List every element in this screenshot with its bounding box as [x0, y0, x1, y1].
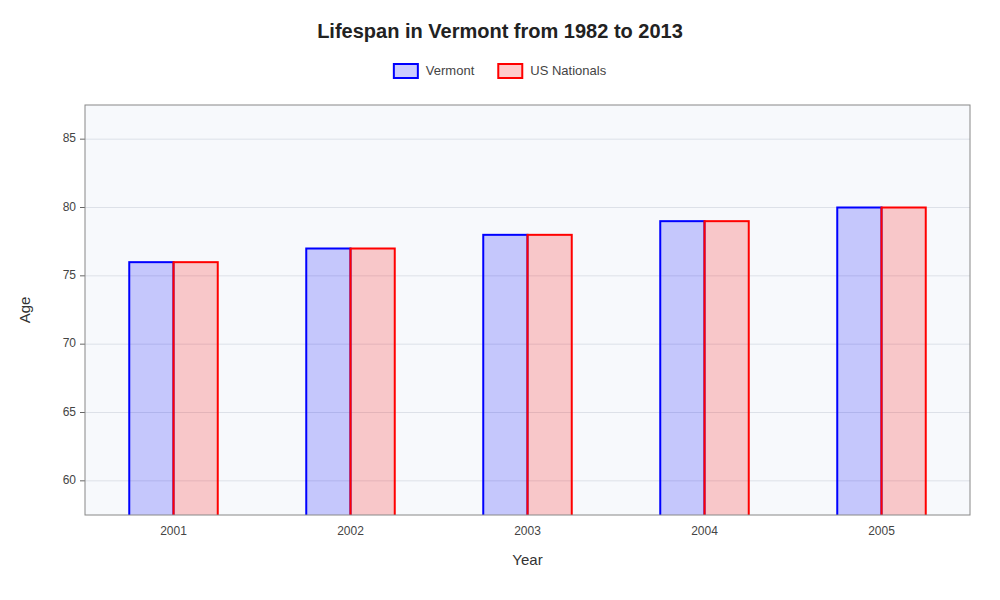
y-tick-mark	[80, 275, 85, 276]
chart-container: 60 65 70 75 80 85 2001 2002 2003 2004 2005 Lifespan…	[0, 0, 1000, 600]
plot-frame	[85, 105, 970, 515]
y-tick-label: 80	[63, 200, 77, 214]
legend-item: US Nationals	[498, 63, 606, 78]
y-tick-label: 75	[63, 268, 77, 282]
x-ticks: 2001 2002 2003 2004 2005	[160, 524, 895, 538]
bar	[174, 262, 218, 515]
bar	[837, 208, 881, 516]
x-tick-label: 2003	[514, 524, 541, 538]
bar	[129, 262, 173, 515]
y-tick-label: 70	[63, 336, 77, 350]
chart-svg: 60 65 70 75 80 85 2001 2002 2003 2004 2005 Lifespan…	[0, 0, 1000, 600]
bar	[483, 235, 527, 515]
y-tick-mark	[80, 139, 85, 140]
bar	[306, 249, 350, 516]
legend-swatch	[394, 64, 418, 78]
y-tick-mark	[80, 207, 85, 208]
bar	[705, 221, 749, 515]
x-axis-label: Year	[512, 551, 542, 568]
legend-item: Vermont	[394, 63, 475, 78]
legend-label: Vermont	[426, 63, 475, 78]
x-tick-label: 2004	[691, 524, 718, 538]
y-tick-mark	[80, 344, 85, 345]
y-axis-label: Age	[16, 297, 33, 324]
bar	[882, 208, 926, 516]
legend-label: US Nationals	[530, 63, 606, 78]
y-ticks: 60 65 70 75 80 85	[63, 131, 85, 487]
x-tick-label: 2002	[337, 524, 364, 538]
y-tick-mark	[80, 480, 85, 481]
y-tick-label: 85	[63, 131, 77, 145]
y-tick-label: 60	[63, 473, 77, 487]
bar	[660, 221, 704, 515]
legend-swatch	[498, 64, 522, 78]
legend: Vermont US Nationals	[394, 63, 607, 78]
y-tick-mark	[80, 412, 85, 413]
x-tick-label: 2001	[160, 524, 187, 538]
grid-line	[85, 139, 970, 140]
y-tick-label: 65	[63, 405, 77, 419]
bar	[351, 249, 395, 516]
bar	[528, 235, 572, 515]
chart-title: Lifespan in Vermont from 1982 to 2013	[317, 20, 683, 42]
x-tick-label: 2005	[868, 524, 895, 538]
bars	[129, 208, 926, 516]
